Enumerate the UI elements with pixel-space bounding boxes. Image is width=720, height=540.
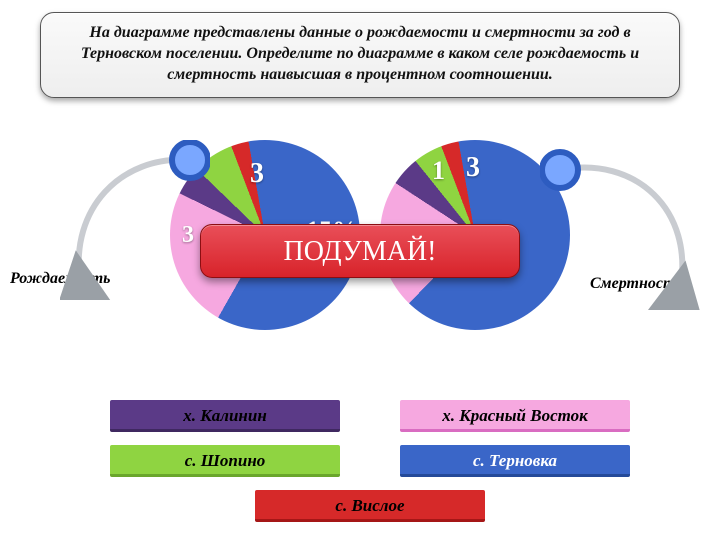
caption-box: На диаграмме представлены данные о рожда… xyxy=(40,12,680,98)
legend-shopino[interactable]: с. Шопино xyxy=(110,445,340,477)
arrow-left xyxy=(60,140,210,300)
pie-right-top1-label: 1 xyxy=(432,156,445,186)
legend-ternovka[interactable]: с. Терновка xyxy=(400,445,630,477)
caption-text: На диаграмме представлены данные о рожда… xyxy=(81,24,639,83)
pie-left-top-label: 3 xyxy=(250,158,264,190)
arrow-right xyxy=(540,140,700,310)
pie-left-side-label: 3 xyxy=(182,222,194,249)
legend-visloe[interactable]: с. Вислое xyxy=(255,490,485,522)
think-banner: ПОДУМАЙ! xyxy=(200,224,520,278)
think-text: ПОДУМАЙ! xyxy=(284,236,437,267)
pie-right-top2-label: 3 xyxy=(466,152,480,184)
legend-kalinin[interactable]: х. Калинин xyxy=(110,400,340,432)
legend-vostok[interactable]: х. Красный Восток xyxy=(400,400,630,432)
